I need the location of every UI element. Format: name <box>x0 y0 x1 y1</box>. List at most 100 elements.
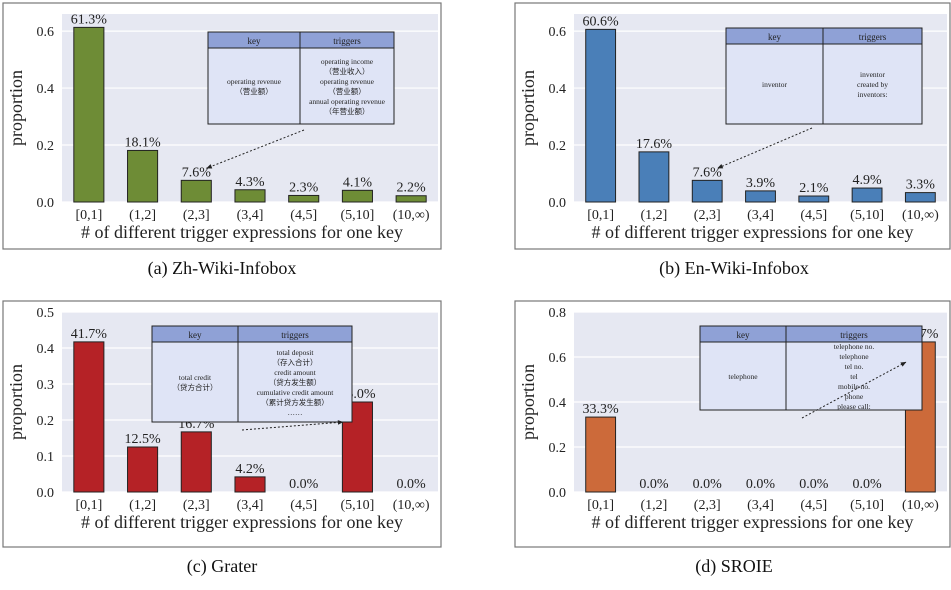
bar-value-label: 0.0% <box>799 477 829 492</box>
y-axis-label: proportion <box>6 70 26 146</box>
inset-trigger-text: （营业收入） <box>325 66 370 76</box>
x-tick-label: [0,1] <box>587 208 614 223</box>
bar-value-label: 2.3% <box>289 180 319 195</box>
inset-trigger-text: telephone <box>839 352 869 361</box>
y-axis-label: proportion <box>518 70 538 146</box>
x-tick-label: (4,5] <box>290 498 317 513</box>
bar-value-label: 33.3% <box>583 402 620 417</box>
x-tick-label: (10,∞) <box>902 208 939 223</box>
inset-trigger-text: （营业额） <box>328 86 366 96</box>
inset-header <box>699 325 923 343</box>
y-tick-label: 0.2 <box>37 414 55 429</box>
bar <box>904 192 936 203</box>
y-tick-label: 0.0 <box>37 486 55 501</box>
inset-header-triggers: triggers <box>859 32 887 42</box>
bar-value-label: 4.9% <box>852 173 882 188</box>
inset-header-key: key <box>248 36 261 46</box>
inset-trigger-text: cumulative credit amount <box>257 388 335 397</box>
x-tick-label: (10,∞) <box>393 498 430 513</box>
chart-caption: (b) En-Wiki-Infobox <box>659 258 809 278</box>
x-tick-label: (3,4] <box>237 208 264 223</box>
inset-arrow-line <box>717 127 813 169</box>
inset-key-text: inventor <box>762 80 787 89</box>
inset-header-key: key <box>189 330 202 340</box>
bar-value-label: 3.9% <box>746 176 776 191</box>
y-tick-label: 0.4 <box>37 82 55 97</box>
bar <box>798 195 830 203</box>
inset-key-text: operating revenue <box>227 77 282 86</box>
inset-header-triggers: triggers <box>281 330 309 340</box>
y-tick-label: 0.6 <box>37 25 55 40</box>
y-tick-label: 0.4 <box>549 82 567 97</box>
x-tick-label: (10,∞) <box>393 208 430 223</box>
bar-value-label: 2.2% <box>397 181 427 196</box>
inset-arrow-line <box>206 129 305 169</box>
bar-value-label: 4.1% <box>343 175 373 190</box>
bar-value-label: 0.0% <box>289 477 319 492</box>
bar-value-label: 60.6% <box>583 14 620 29</box>
y-tick-label: 0.0 <box>549 486 567 501</box>
x-tick-label: (5,10] <box>341 208 375 223</box>
bar <box>73 26 105 203</box>
bar-value-label: 12.5% <box>124 432 161 447</box>
bar-value-label: 17.6% <box>636 137 673 152</box>
x-tick-label: (1,2] <box>129 498 156 513</box>
inset-arrow-head <box>900 361 907 367</box>
y-tick-label: 0.0 <box>549 196 567 211</box>
bar-value-label: 0.0% <box>746 477 776 492</box>
inset-trigger-text: inventors: <box>858 90 888 99</box>
inset-trigger-text: inventor <box>860 70 885 79</box>
chart-caption: (a) Zh-Wiki-Infobox <box>147 258 297 278</box>
x-axis-label: # of different trigger expressions for o… <box>591 512 913 532</box>
x-tick-label: [0,1] <box>587 498 614 513</box>
bar-value-label: 4.2% <box>235 462 265 477</box>
y-tick-label: 0.4 <box>549 396 567 411</box>
bar-value-label: 3.3% <box>906 178 936 193</box>
x-tick-label: (10,∞) <box>902 498 939 513</box>
inset-trigger-text: mobile no. <box>838 382 870 391</box>
inset-arrow-head <box>337 420 344 425</box>
x-axis-label: # of different trigger expressions for o… <box>81 222 403 242</box>
y-tick-label: 0.4 <box>37 342 55 357</box>
x-tick-label: (2,3] <box>694 208 721 223</box>
bar <box>127 149 159 203</box>
inset-trigger-text: （累计贷方发生额） <box>261 397 329 407</box>
inset-trigger-text: （贷方发生额） <box>269 377 322 387</box>
y-tick-label: 0.2 <box>549 441 567 456</box>
y-tick-label: 0.2 <box>549 139 567 154</box>
inset-arrow-line <box>241 421 344 431</box>
y-axis-label: proportion <box>518 364 538 440</box>
x-tick-label: (3,4] <box>747 498 774 513</box>
bar-value-label: 18.1% <box>124 135 161 150</box>
x-axis-label: # of different trigger expressions for o… <box>591 222 913 242</box>
x-tick-label: (5,10] <box>850 498 884 513</box>
x-tick-label: (4,5] <box>800 208 827 223</box>
y-tick-label: 0.3 <box>37 378 55 393</box>
x-tick-label: (2,3] <box>694 498 721 513</box>
inset-trigger-text: credit amount <box>274 368 316 377</box>
x-tick-label: (1,2] <box>129 208 156 223</box>
inset-key-text: total credit <box>179 373 212 382</box>
x-tick-label: (5,10] <box>850 208 884 223</box>
chart-panel-grater: 0.0 0.1 0.2 0.3 0.4 0.5 proportion 41.7% [0,1] 12… <box>2 300 442 590</box>
inset-trigger-text: total deposit <box>277 348 315 357</box>
bar <box>691 179 723 203</box>
bar <box>585 28 617 203</box>
bar-chart-grater: 0.0 0.1 0.2 0.3 0.4 0.5 proportion 41.7% [0,1] 12… <box>2 300 442 548</box>
inset-trigger-text: annual operating revenue <box>309 97 385 106</box>
inset-key-text: telephone <box>728 372 758 381</box>
y-tick-label: 0.6 <box>549 351 567 366</box>
bar <box>585 416 617 493</box>
inset-header-key: key <box>737 330 750 340</box>
x-tick-label: (1,2] <box>641 208 668 223</box>
bar-chart-zh-wiki: 0.0 0.2 0.4 0.6 proportion 61.3% [0,1] 18.1% (1,… <box>2 2 442 250</box>
inset-header-triggers: triggers <box>840 330 868 340</box>
inset-header-triggers: triggers <box>333 36 361 46</box>
chart-panel-zh-wiki: 0.0 0.2 0.4 0.6 proportion 61.3% [0,1] 18.1% (1,… <box>2 2 442 292</box>
inset-header <box>725 27 923 45</box>
bar-value-label: 2.1% <box>799 181 829 196</box>
inset-trigger-text: tel no. <box>845 362 864 371</box>
